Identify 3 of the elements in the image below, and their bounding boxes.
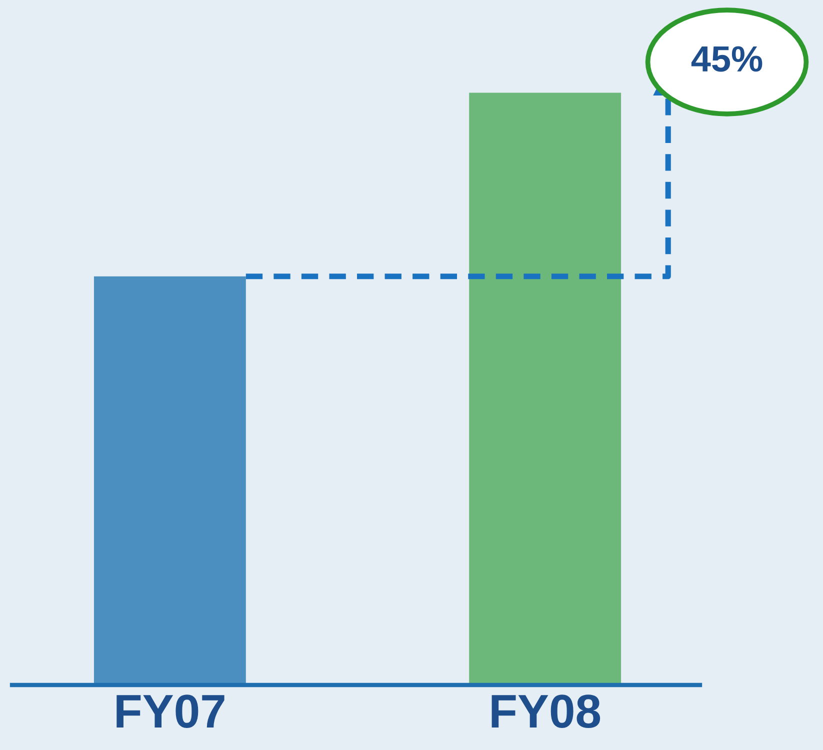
x-tick-label: FY08 (492, 694, 600, 728)
x-tick-label: FY07 (116, 694, 224, 728)
text: 45% (691, 46, 762, 72)
